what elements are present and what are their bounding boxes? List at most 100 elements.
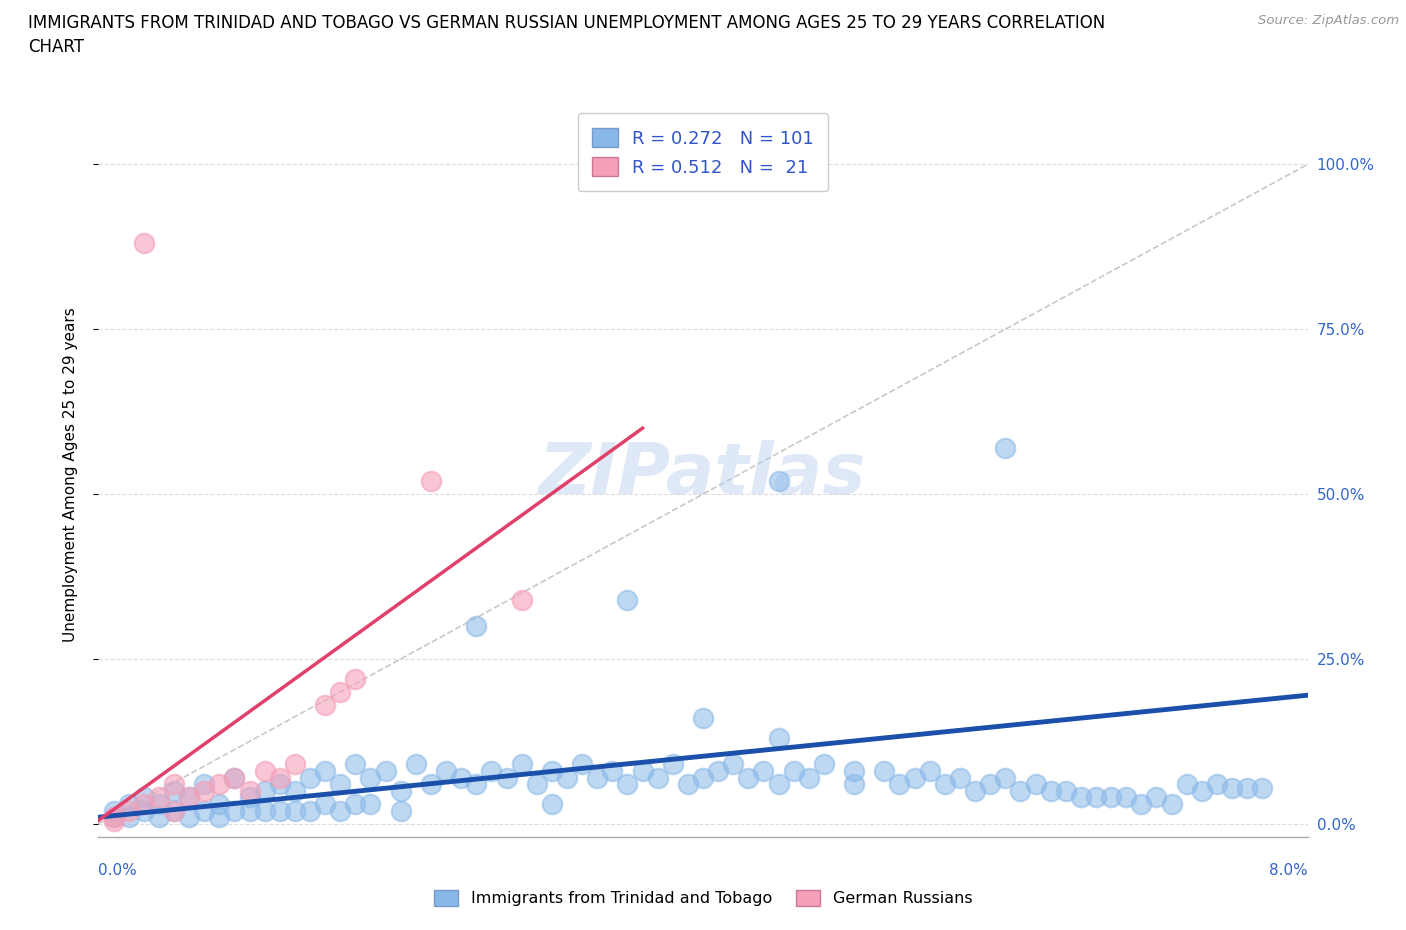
Point — [495, 770, 517, 785]
Point — [1160, 797, 1182, 812]
Point — [707, 764, 730, 778]
Point — [768, 731, 790, 746]
Point — [979, 777, 1001, 791]
Text: ZIPatlas: ZIPatlas — [540, 440, 866, 509]
Point — [1236, 780, 1258, 795]
Point — [555, 770, 578, 785]
Point — [284, 757, 307, 772]
Point — [148, 797, 170, 812]
Point — [1010, 783, 1032, 798]
Point — [752, 764, 775, 778]
Point — [163, 804, 186, 818]
Point — [1099, 790, 1122, 804]
Point — [224, 770, 246, 785]
Point — [132, 236, 155, 251]
Point — [1130, 797, 1153, 812]
Point — [450, 770, 472, 785]
Point — [1054, 783, 1077, 798]
Point — [269, 804, 291, 818]
Point — [510, 757, 533, 772]
Point — [405, 757, 427, 772]
Point — [360, 797, 382, 812]
Point — [329, 804, 352, 818]
Point — [360, 770, 382, 785]
Point — [103, 810, 125, 825]
Point — [1025, 777, 1047, 791]
Point — [208, 777, 231, 791]
Point — [1039, 783, 1062, 798]
Point — [813, 757, 835, 772]
Point — [132, 804, 155, 818]
Point — [662, 757, 685, 772]
Point — [132, 797, 155, 812]
Point — [783, 764, 806, 778]
Point — [844, 764, 866, 778]
Point — [224, 804, 246, 818]
Point — [179, 790, 201, 804]
Point — [284, 783, 307, 798]
Point — [132, 790, 155, 804]
Point — [616, 592, 638, 607]
Point — [118, 804, 141, 818]
Point — [253, 764, 276, 778]
Point — [118, 797, 141, 812]
Point — [602, 764, 624, 778]
Point — [1070, 790, 1092, 804]
Point — [179, 790, 201, 804]
Point — [329, 684, 352, 699]
Point — [965, 783, 987, 798]
Point — [179, 810, 201, 825]
Point — [723, 757, 745, 772]
Point — [103, 813, 125, 828]
Point — [299, 804, 322, 818]
Point — [465, 777, 488, 791]
Point — [571, 757, 593, 772]
Y-axis label: Unemployment Among Ages 25 to 29 years: Unemployment Among Ages 25 to 29 years — [63, 307, 77, 642]
Point — [676, 777, 699, 791]
Point — [389, 783, 412, 798]
Point — [1251, 780, 1274, 795]
Point — [1085, 790, 1108, 804]
Point — [873, 764, 896, 778]
Point — [239, 790, 262, 804]
Text: 0.0%: 0.0% — [98, 863, 138, 878]
Point — [148, 810, 170, 825]
Point — [797, 770, 820, 785]
Point — [994, 770, 1017, 785]
Point — [239, 783, 262, 798]
Point — [193, 777, 215, 791]
Text: IMMIGRANTS FROM TRINIDAD AND TOBAGO VS GERMAN RUSSIAN UNEMPLOYMENT AMONG AGES 25: IMMIGRANTS FROM TRINIDAD AND TOBAGO VS G… — [28, 14, 1105, 56]
Point — [163, 783, 186, 798]
Point — [148, 790, 170, 804]
Point — [118, 810, 141, 825]
Point — [208, 810, 231, 825]
Point — [631, 764, 654, 778]
Point — [647, 770, 669, 785]
Point — [616, 777, 638, 791]
Point — [1115, 790, 1137, 804]
Text: 8.0%: 8.0% — [1268, 863, 1308, 878]
Point — [918, 764, 941, 778]
Point — [481, 764, 503, 778]
Point — [374, 764, 396, 778]
Point — [541, 764, 564, 778]
Point — [193, 783, 215, 798]
Point — [586, 770, 609, 785]
Point — [284, 804, 307, 818]
Point — [103, 804, 125, 818]
Point — [1220, 780, 1243, 795]
Point — [314, 698, 336, 712]
Point — [269, 777, 291, 791]
Point — [949, 770, 972, 785]
Point — [344, 671, 367, 686]
Point — [768, 473, 790, 488]
Point — [314, 764, 336, 778]
Point — [889, 777, 911, 791]
Point — [1206, 777, 1229, 791]
Point — [329, 777, 352, 791]
Point — [420, 473, 443, 488]
Point — [934, 777, 956, 791]
Point — [737, 770, 759, 785]
Point — [253, 783, 276, 798]
Point — [465, 618, 488, 633]
